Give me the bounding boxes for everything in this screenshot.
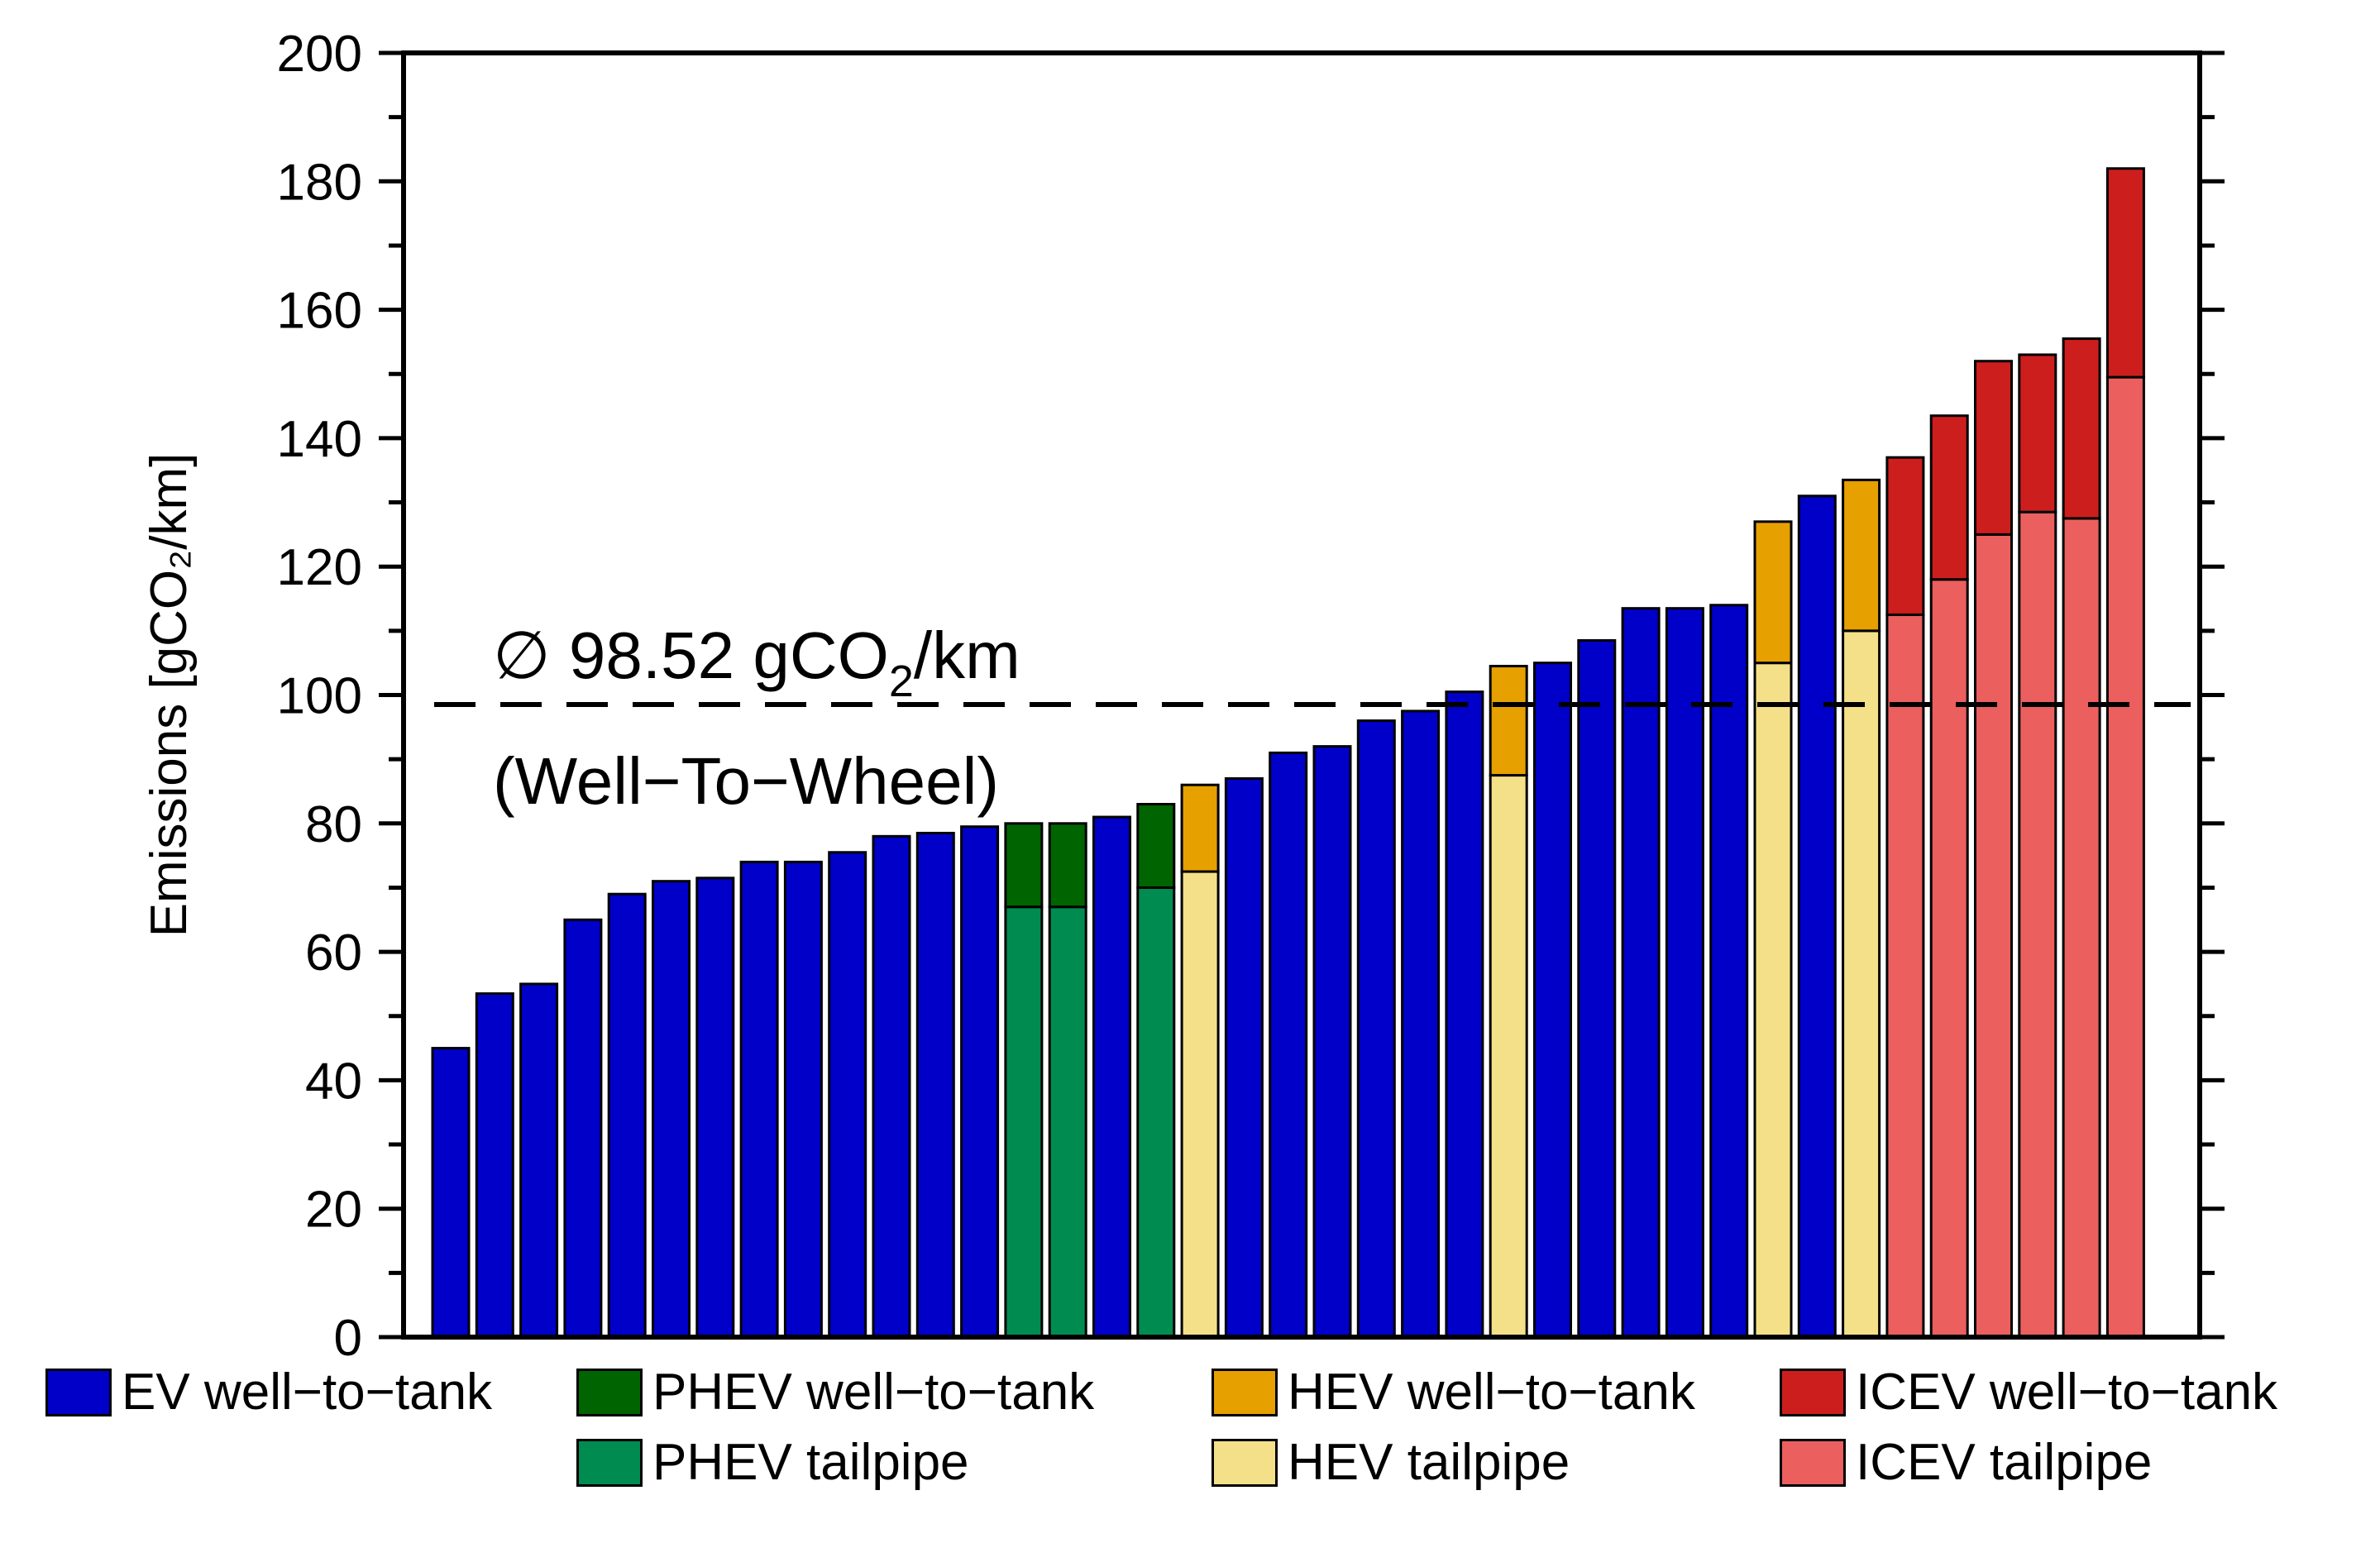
bar-37-well-to-tank — [2018, 353, 2057, 514]
bar-17-well-to-tank — [1136, 803, 1176, 889]
legend-label: EV well−to−tank — [122, 1364, 493, 1421]
bar-20-well-to-tank — [1269, 751, 1308, 1339]
bar-33-well-to-tank — [1842, 478, 1881, 633]
bar-15-well-to-tank — [1048, 822, 1087, 909]
bar-25-well-to-tank — [1489, 665, 1528, 777]
legend-label: ICEV tailpipe — [1856, 1434, 2153, 1491]
bar-32-well-to-tank — [1797, 494, 1837, 1339]
legend-swatch — [1212, 1438, 1278, 1487]
bar-8-well-to-tank — [739, 860, 779, 1339]
bar-6-well-to-tank — [652, 880, 691, 1339]
bar-19-well-to-tank — [1224, 776, 1264, 1339]
bar-37-tailpipe — [2018, 510, 2057, 1339]
legend-swatch — [576, 1438, 643, 1487]
bar-21-well-to-tank — [1312, 745, 1352, 1339]
bar-18-tailpipe — [1180, 870, 1220, 1339]
bar-38-well-to-tank — [2062, 337, 2101, 520]
bar-31-well-to-tank — [1753, 520, 1793, 665]
bar-4-well-to-tank — [563, 918, 603, 1339]
bar-7-well-to-tank — [695, 877, 735, 1339]
legend-item: ICEV tailpipe — [1780, 1433, 2152, 1492]
y-axis-label: Emissions [gCO₂/km] — [141, 453, 198, 938]
average-annotation-prefix: ∅ 98.52 gCO — [493, 619, 889, 692]
bar-24-well-to-tank — [1445, 690, 1484, 1339]
legend-item: HEV well−to−tank — [1212, 1363, 1695, 1421]
bar-34-well-to-tank — [1885, 456, 1925, 616]
bar-35-well-to-tank — [1929, 414, 1969, 581]
bar-16-well-to-tank — [1092, 815, 1131, 1339]
bar-9-well-to-tank — [783, 860, 823, 1339]
bar-2-well-to-tank — [475, 992, 514, 1339]
legend-swatch — [1780, 1368, 1846, 1416]
bar-3-well-to-tank — [519, 982, 559, 1339]
legend-swatch — [576, 1368, 643, 1416]
y-tick-label: 100 — [277, 668, 362, 725]
axis-ticks — [379, 50, 2225, 1340]
bar-34-tailpipe — [1885, 613, 1925, 1339]
bar-27-well-to-tank — [1577, 638, 1617, 1339]
legend-item: EV well−to−tank — [45, 1363, 492, 1421]
legend-label: PHEV well−to−tank — [652, 1364, 1095, 1421]
average-annotation-scope: (Well−To−Wheel) — [493, 744, 999, 818]
bar-14-tailpipe — [1004, 905, 1044, 1339]
y-tick-label: 0 — [334, 1310, 362, 1367]
bar-12-well-to-tank — [915, 831, 955, 1339]
bar-14-well-to-tank — [1004, 822, 1044, 909]
bar-36-well-to-tank — [1974, 360, 2013, 536]
average-annotation-suffix: /km — [914, 619, 1020, 692]
bar-39-tailpipe — [2105, 375, 2145, 1339]
legend-item: PHEV tailpipe — [576, 1433, 969, 1492]
legend-label: HEV tailpipe — [1288, 1434, 1570, 1491]
bar-35-tailpipe — [1929, 578, 1969, 1339]
y-tick-labels: 0 20 40 60 80 100 120 140 160 180 200 — [277, 26, 362, 1367]
bar-11-well-to-tank — [872, 834, 911, 1339]
bar-30-well-to-tank — [1709, 604, 1749, 1339]
legend: EV well−to−tank PHEV well−to−tank HEV well… — [33, 1363, 2365, 1528]
y-tick-label: 60 — [305, 924, 362, 982]
legend-swatch — [45, 1368, 112, 1416]
bar-36-tailpipe — [1974, 533, 2013, 1339]
bar-23-well-to-tank — [1401, 709, 1441, 1339]
y-tick-label: 160 — [277, 283, 362, 340]
bar-26-well-to-tank — [1533, 662, 1572, 1339]
bar-29-well-to-tank — [1665, 607, 1704, 1339]
average-annotation-subscript: 2 — [889, 657, 914, 706]
y-tick-label: 200 — [277, 26, 362, 83]
bar-25-tailpipe — [1489, 774, 1528, 1339]
bar-1-well-to-tank — [431, 1047, 471, 1339]
legend-item: ICEV well−to−tank — [1780, 1363, 2277, 1421]
legend-label: PHEV tailpipe — [652, 1434, 969, 1491]
bar-13-well-to-tank — [960, 825, 1000, 1339]
y-tick-label: 120 — [277, 539, 362, 596]
legend-item: HEV tailpipe — [1212, 1433, 1570, 1492]
bar-5-well-to-tank — [607, 892, 647, 1339]
bar-39-well-to-tank — [2105, 167, 2145, 379]
bar-33-tailpipe — [1842, 629, 1881, 1339]
legend-label: ICEV well−to−tank — [1856, 1364, 2278, 1421]
bar-28-well-to-tank — [1621, 607, 1661, 1339]
average-annotation: ∅ 98.52 gCO2/km — [493, 619, 1020, 706]
legend-label: HEV well−to−tank — [1288, 1364, 1695, 1421]
y-tick-label: 40 — [305, 1053, 362, 1110]
bar-38-tailpipe — [2062, 517, 2101, 1339]
bar-10-well-to-tank — [828, 851, 867, 1339]
y-tick-label: 180 — [277, 154, 362, 211]
bar-17-tailpipe — [1136, 886, 1176, 1339]
legend-item: PHEV well−to−tank — [576, 1363, 1094, 1421]
bar-18-well-to-tank — [1180, 783, 1220, 873]
bar-31-tailpipe — [1753, 662, 1793, 1339]
y-tick-label: 140 — [277, 411, 362, 468]
y-tick-label: 20 — [305, 1182, 362, 1239]
legend-swatch — [1780, 1438, 1846, 1487]
bars-group — [431, 167, 2145, 1339]
y-tick-label: 80 — [305, 796, 362, 853]
bar-15-tailpipe — [1048, 905, 1087, 1339]
bar-22-well-to-tank — [1356, 719, 1396, 1339]
legend-swatch — [1212, 1368, 1278, 1416]
